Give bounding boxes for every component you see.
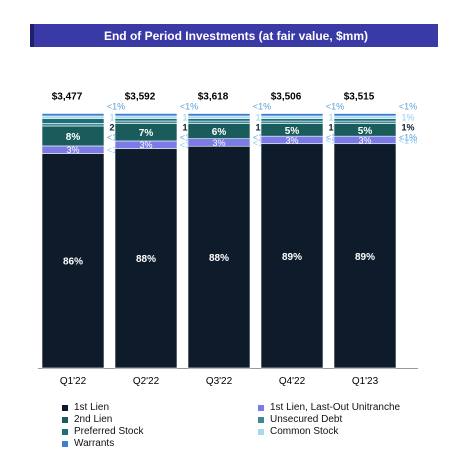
data-label: <1% xyxy=(399,133,417,143)
legend-label: Preferred Stock xyxy=(74,426,144,437)
legend-swatch xyxy=(62,416,68,423)
legend-swatch xyxy=(62,404,68,411)
data-label: 5% xyxy=(285,126,300,137)
data-label: <1% xyxy=(253,102,271,112)
data-label: 88% xyxy=(136,254,156,265)
bar-warrants xyxy=(187,113,251,117)
data-label: <1% xyxy=(180,101,198,111)
bar-unsecured-debt xyxy=(114,120,178,124)
legend-swatch xyxy=(62,428,68,435)
bar-warrants xyxy=(114,113,178,117)
data-label: <1% xyxy=(107,101,125,111)
legend-item: 1st Lien xyxy=(62,402,109,413)
bar-common-stock xyxy=(187,115,251,119)
total-label: $3,506 xyxy=(271,92,302,103)
legend-item: Preferred Stock xyxy=(62,426,143,437)
legend-item: Warrants xyxy=(62,438,114,449)
data-label: 5% xyxy=(358,126,373,137)
legend-item: Unsecured Debt xyxy=(258,414,342,425)
data-label: 6% xyxy=(212,127,227,138)
x-tick-label: Q1'22 xyxy=(60,376,87,387)
data-label: 1% xyxy=(401,113,414,123)
total-label: $3,592 xyxy=(125,91,156,102)
data-label: 3% xyxy=(285,135,298,145)
data-label: 3% xyxy=(212,138,225,148)
data-label: 88% xyxy=(209,253,229,264)
data-label: 89% xyxy=(282,252,302,263)
data-label: 7% xyxy=(139,128,154,139)
bar-unsecured-debt xyxy=(41,123,105,127)
bar-1st-lien xyxy=(187,145,251,369)
legend-item: 2nd Lien xyxy=(62,414,112,425)
legend-item: Common Stock xyxy=(258,426,338,437)
data-label: 3% xyxy=(139,140,152,150)
data-label: 86% xyxy=(63,257,83,268)
bar-1st-lien xyxy=(114,148,178,369)
bar-preferred-stock xyxy=(114,118,178,122)
legend-swatch xyxy=(258,416,264,423)
bar-preferred-stock xyxy=(333,118,397,122)
bar-1st-lien xyxy=(260,143,324,369)
bar-unsecured-debt xyxy=(333,120,397,124)
total-label: $3,618 xyxy=(198,92,229,103)
legend-label: Unsecured Debt xyxy=(270,414,343,425)
x-tick-label: Q1'23 xyxy=(352,376,379,387)
data-label: 8% xyxy=(66,132,81,143)
data-label: 3% xyxy=(358,135,371,145)
legend-swatch xyxy=(258,428,264,435)
bar-preferred-stock xyxy=(41,118,105,124)
legend-swatch xyxy=(258,404,264,411)
bar-unsecured-debt xyxy=(187,120,251,124)
bar-common-stock xyxy=(260,115,324,119)
x-tick-label: Q3'22 xyxy=(206,376,233,387)
bar-common-stock xyxy=(114,115,178,119)
data-label: <1% xyxy=(326,102,344,112)
data-label: <1% xyxy=(399,102,417,112)
bar-common-stock xyxy=(41,115,105,119)
total-label: $3,515 xyxy=(344,92,375,103)
legend-label: Warrants xyxy=(74,438,115,449)
legend-swatch xyxy=(62,440,68,447)
legend-item: 1st Lien, Last-Out Unitranche xyxy=(258,402,400,413)
x-tick-label: Q2'22 xyxy=(133,376,160,387)
bar-warrants xyxy=(333,113,397,117)
data-label: 89% xyxy=(355,252,375,263)
legend-label: 1st Lien, Last-Out Unitranche xyxy=(270,402,401,413)
legend-label: 1st Lien xyxy=(74,402,110,413)
x-tick-label: Q4'22 xyxy=(279,376,306,387)
bar-1st-lien xyxy=(333,143,397,369)
chart-title: End of Period Investments (at fair value… xyxy=(30,24,438,47)
total-label: $3,477 xyxy=(52,91,83,102)
bar-warrants xyxy=(260,113,324,117)
data-label: 3% xyxy=(66,145,79,155)
legend-label: 2nd Lien xyxy=(74,414,113,425)
bar-warrants xyxy=(41,113,105,117)
data-label: 1% xyxy=(401,123,414,133)
bar-preferred-stock xyxy=(260,118,324,122)
legend-label: Common Stock xyxy=(270,426,339,437)
bar-preferred-stock xyxy=(187,118,251,122)
bar-common-stock xyxy=(333,115,397,119)
bar-unsecured-debt xyxy=(260,120,324,124)
bar-1st-lien xyxy=(41,153,105,369)
data-label: <1% xyxy=(399,135,417,145)
